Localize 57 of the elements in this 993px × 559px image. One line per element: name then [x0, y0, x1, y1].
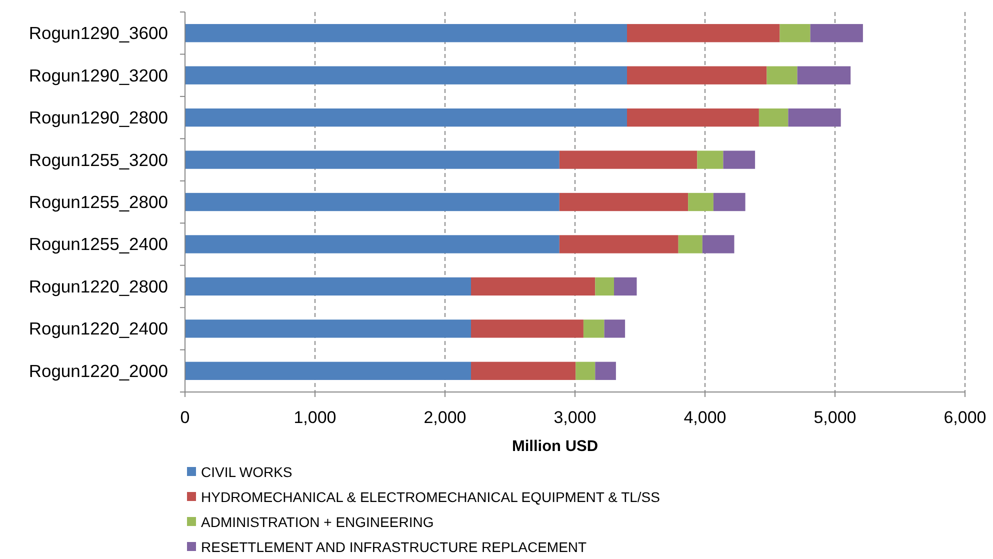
x-axis-title: Million USD	[512, 438, 598, 455]
bar	[688, 192, 714, 212]
bar	[678, 235, 702, 254]
bar	[185, 320, 471, 338]
y-tick-label: Rogun1220_2800	[28, 276, 168, 296]
x-tick-label: 3,000	[554, 408, 596, 427]
bar	[713, 192, 746, 212]
bar	[559, 150, 698, 169]
bar	[471, 277, 596, 296]
bar	[185, 24, 627, 42]
bar	[559, 192, 688, 212]
y-tick-label: Rogun1255_2800	[28, 192, 168, 212]
x-tick-label: 5,000	[814, 408, 856, 427]
bar	[797, 66, 851, 84]
bar	[595, 277, 614, 296]
bar	[627, 108, 759, 127]
bar	[185, 66, 627, 84]
bar	[185, 108, 627, 127]
bar	[723, 150, 756, 169]
bar	[559, 235, 678, 254]
bar	[185, 277, 471, 296]
x-tick-label: 6,000	[944, 408, 986, 427]
bar	[788, 108, 841, 127]
bar	[595, 362, 616, 380]
bar	[576, 362, 596, 380]
bar	[627, 66, 767, 84]
bar	[583, 320, 604, 338]
legend-label: HYDROMECHANICAL & ELECTROMECHANICAL EQUIPMENT & TL/SS	[201, 489, 660, 505]
x-tick-label: 2,000	[424, 408, 466, 427]
y-tick-label: Rogun1255_2400	[28, 234, 168, 254]
bar	[471, 362, 576, 380]
y-tick-label: Rogun1290_3200	[28, 65, 168, 86]
bar	[810, 24, 863, 42]
bar	[185, 150, 560, 169]
bar	[604, 320, 626, 338]
bar	[780, 24, 810, 42]
x-tick-label: 0	[180, 408, 190, 427]
y-tick-label: Rogun1255_3200	[28, 150, 168, 170]
y-tick-label: Rogun1220_2000	[28, 360, 168, 381]
bar	[758, 108, 788, 127]
x-tick-label: 1,000	[294, 408, 336, 427]
bar	[614, 277, 637, 296]
legend-label: ADMINISTRATION + ENGINEERING	[201, 514, 434, 530]
bar	[697, 150, 724, 169]
bar	[766, 66, 798, 84]
x-tick-label: 4,000	[684, 408, 726, 427]
bar	[185, 192, 560, 212]
legend-label: RESETTLEMENT AND INFRASTRUCTURE REPLACEMENT	[201, 539, 588, 555]
bar	[185, 362, 471, 380]
bar	[702, 235, 734, 254]
bar	[185, 235, 560, 254]
y-tick-label: Rogun1290_2800	[28, 108, 168, 128]
legend-label: CIVIL WORKS	[201, 464, 292, 480]
bar	[471, 320, 584, 338]
bar	[627, 24, 780, 42]
y-tick-label: Rogun1290_3600	[28, 23, 168, 44]
y-tick-label: Rogun1220_2400	[28, 318, 168, 339]
